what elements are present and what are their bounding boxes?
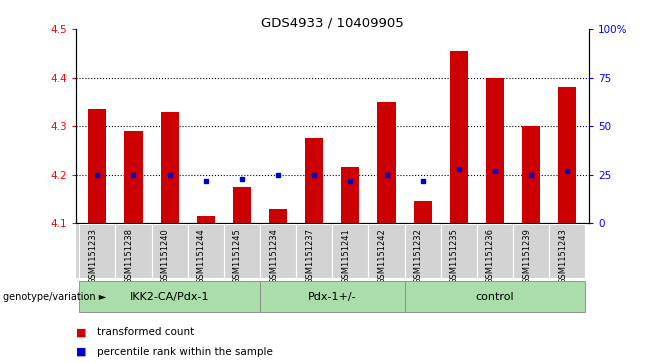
Bar — [115, 224, 151, 278]
Text: ■: ■ — [76, 347, 86, 357]
Bar — [233, 187, 251, 223]
Text: GSM1151237: GSM1151237 — [305, 228, 315, 284]
Bar — [450, 51, 468, 223]
Text: control: control — [476, 292, 515, 302]
Text: percentile rank within the sample: percentile rank within the sample — [97, 347, 272, 357]
Text: GSM1151233: GSM1151233 — [88, 228, 97, 284]
Text: GSM1151241: GSM1151241 — [342, 228, 350, 284]
Bar — [405, 281, 586, 312]
Bar — [269, 209, 287, 223]
Bar — [305, 138, 323, 223]
Text: genotype/variation ►: genotype/variation ► — [3, 291, 107, 302]
Bar — [513, 224, 549, 278]
Bar — [224, 224, 260, 278]
Bar — [477, 224, 513, 278]
Text: IKK2-CA/Pdx-1: IKK2-CA/Pdx-1 — [130, 292, 209, 302]
Bar — [161, 111, 179, 223]
Text: GSM1151235: GSM1151235 — [450, 228, 459, 284]
Text: GSM1151244: GSM1151244 — [197, 228, 206, 284]
Text: GSM1151242: GSM1151242 — [378, 228, 386, 284]
Bar — [124, 131, 143, 223]
Bar — [260, 281, 405, 312]
Text: ■: ■ — [76, 327, 86, 337]
Text: GSM1151234: GSM1151234 — [269, 228, 278, 284]
Text: GSM1151239: GSM1151239 — [522, 228, 531, 284]
Bar — [151, 224, 188, 278]
Bar — [79, 224, 115, 278]
Bar — [549, 224, 586, 278]
Text: GDS4933 / 10409905: GDS4933 / 10409905 — [261, 16, 403, 29]
Text: GSM1151243: GSM1151243 — [558, 228, 567, 284]
Bar — [197, 216, 215, 223]
Bar — [79, 281, 260, 312]
Bar — [332, 224, 368, 278]
Text: GSM1151245: GSM1151245 — [233, 228, 242, 284]
Bar — [405, 224, 441, 278]
Bar — [486, 78, 504, 223]
Bar — [260, 224, 296, 278]
Bar — [414, 201, 432, 223]
Bar — [378, 102, 395, 223]
Bar — [88, 109, 107, 223]
Bar — [368, 224, 405, 278]
Bar — [558, 87, 576, 223]
Bar — [342, 167, 359, 223]
Bar — [441, 224, 477, 278]
Text: GSM1151236: GSM1151236 — [486, 228, 495, 284]
Bar — [296, 224, 332, 278]
Text: transformed count: transformed count — [97, 327, 194, 337]
Text: GSM1151238: GSM1151238 — [124, 228, 134, 284]
Bar — [522, 126, 540, 223]
Text: Pdx-1+/-: Pdx-1+/- — [308, 292, 357, 302]
Text: GSM1151232: GSM1151232 — [414, 228, 422, 284]
Text: GSM1151240: GSM1151240 — [161, 228, 170, 284]
Bar — [188, 224, 224, 278]
